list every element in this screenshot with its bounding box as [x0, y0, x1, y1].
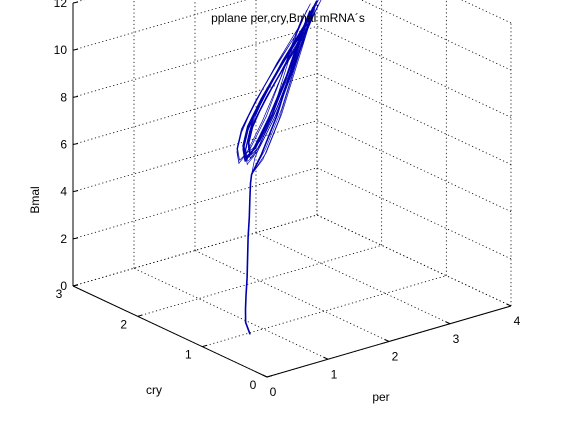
y-tick-label: 3: [56, 287, 63, 301]
grid-line: [133, 267, 329, 360]
grid-line: [72, 214, 318, 287]
x-tick-label: 1: [331, 367, 338, 381]
grid-line: [316, 25, 512, 118]
x-tick-label: 2: [392, 350, 399, 364]
y-tick-label: 0: [250, 378, 257, 392]
x-tick-mark: [445, 321, 451, 325]
grid-line: [316, 73, 512, 165]
z-tick-label: 12: [54, 0, 68, 10]
grid-line: [72, 73, 318, 145]
grid-line: [72, 25, 318, 98]
x-axis-label: per: [372, 390, 389, 404]
z-tick-label: 8: [60, 90, 67, 104]
grid-line: [316, 167, 512, 260]
z-tick-label: 4: [60, 185, 67, 199]
z-tick-label: 6: [60, 138, 67, 152]
trajectory-line-loop: [244, 4, 319, 335]
z-tick-mark: [72, 48, 79, 51]
grid-line: [194, 250, 390, 342]
x-tick-mark: [323, 356, 329, 360]
x-tick-mark: [384, 338, 390, 342]
y-tick-label: 2: [120, 317, 127, 331]
z-tick-mark: [72, 190, 79, 193]
grid-line: [316, 214, 512, 307]
x-tick-label: 4: [514, 314, 521, 328]
x-tick-mark: [262, 374, 268, 378]
grid-layer: [72, 0, 512, 378]
y-tick-mark: [202, 344, 208, 348]
trajectory-line: [242, 0, 318, 335]
chart-title: pplane per,cry,Bmal mRNA´s: [211, 11, 365, 25]
x-tick-mark: [506, 303, 512, 307]
y-tick-mark: [266, 375, 272, 378]
axes-layer: [72, 1, 512, 378]
y-axis-line: [72, 285, 268, 378]
z-tick-label: 2: [60, 232, 67, 246]
z-tick-mark: [72, 284, 79, 287]
grid-line: [202, 275, 447, 348]
grid-line: [316, 120, 512, 213]
grid-line: [72, 167, 318, 240]
y-tick-mark: [137, 314, 143, 317]
z-tick-mark: [72, 1, 79, 4]
y-tick-label: 1: [185, 348, 192, 362]
x-tick-label: 3: [453, 332, 460, 346]
y-axis-label: cry: [146, 383, 162, 397]
grid-line: [255, 232, 451, 325]
grid-line: [72, 0, 247, 51]
z-axis-label: Bmal: [28, 186, 42, 213]
grid-line: [137, 244, 382, 317]
z-tick-mark: [72, 143, 79, 145]
z-tick-label: 0: [60, 279, 67, 293]
z-tick-mark: [72, 95, 79, 98]
z-tick-label: 10: [54, 43, 68, 57]
trace-layer: [236, 0, 322, 335]
x-tick-label: 0: [270, 385, 277, 399]
grid-line: [360, 0, 512, 71]
z-tick-mark: [72, 237, 79, 240]
grid-line: [72, 120, 318, 193]
